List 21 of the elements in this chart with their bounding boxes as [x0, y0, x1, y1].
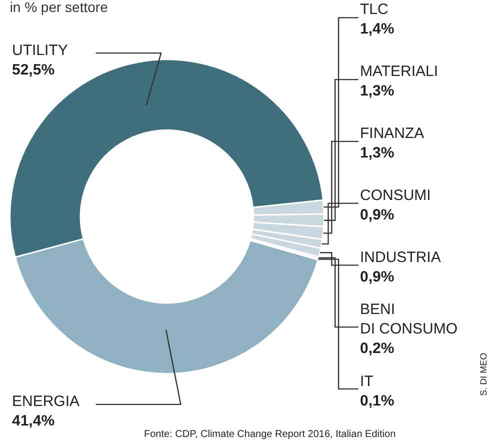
slice-label: BENI DI CONSUMO [360, 301, 458, 338]
chart-title: in % per settore [10, 0, 108, 16]
slice-label: TLC [360, 1, 389, 18]
data-label: 1,4% [360, 20, 394, 38]
data-label: 1,3% [360, 144, 394, 162]
data-label: 0,9% [360, 206, 394, 224]
slice-label: UTILITY [12, 42, 68, 59]
slice-label: CONSUMI [360, 187, 431, 204]
slice-label: IT [360, 373, 374, 390]
data-label: 0,1% [360, 392, 394, 410]
data-label: 41,4% [12, 412, 55, 430]
slice-label: FINANZA [360, 125, 424, 142]
data-label: 0,9% [360, 268, 394, 286]
slice-label: INDUSTRIA [360, 249, 441, 266]
source-note: Fonte: CDP, Climate Change Report 2016, Italian Edition [144, 429, 396, 440]
data-label: 0,2% [360, 340, 394, 357]
data-label: 1,3% [360, 82, 394, 100]
text: S. DI MEO [478, 352, 488, 396]
data-label: 52,5% [12, 62, 55, 78]
slice-label: MATERIALI [360, 63, 438, 80]
slice-label: ENERGIA [12, 393, 80, 410]
